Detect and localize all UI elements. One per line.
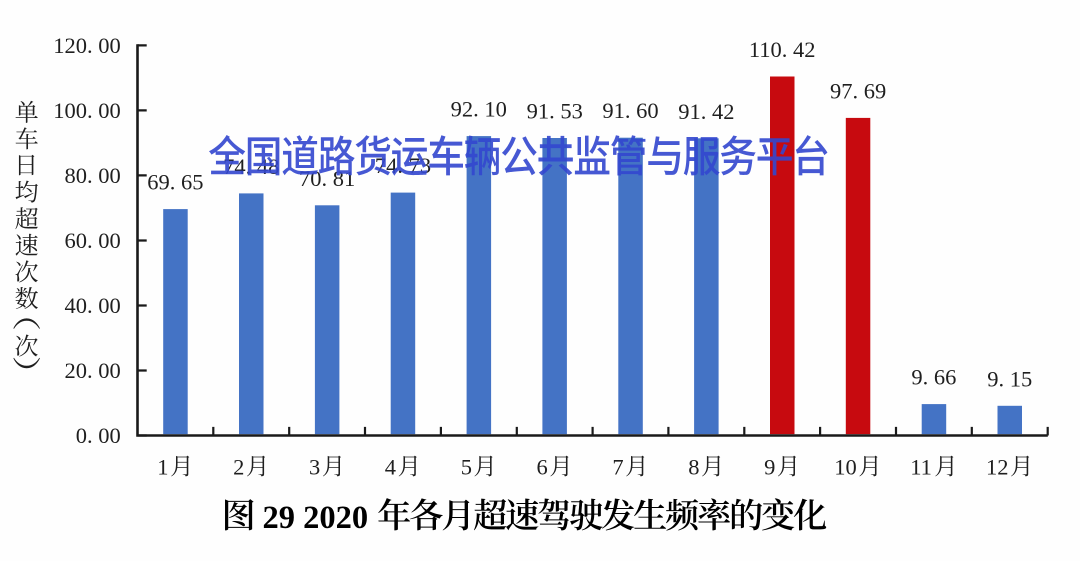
svg-text:7: 7 bbox=[612, 455, 623, 480]
svg-text:91. 53: 91. 53 bbox=[527, 99, 583, 124]
svg-text:9. 15: 9. 15 bbox=[987, 366, 1032, 391]
svg-text:5: 5 bbox=[461, 455, 472, 480]
svg-text:11: 11 bbox=[910, 455, 932, 480]
svg-text:80. 00: 80. 00 bbox=[64, 163, 120, 188]
svg-text:97. 69: 97. 69 bbox=[830, 78, 886, 103]
svg-text:9. 66: 9. 66 bbox=[911, 365, 956, 390]
svg-text:12: 12 bbox=[986, 455, 1009, 480]
svg-text:40. 00: 40. 00 bbox=[64, 293, 120, 318]
svg-text:6: 6 bbox=[537, 455, 548, 480]
svg-text:20. 00: 20. 00 bbox=[64, 358, 120, 383]
svg-text:91. 60: 91. 60 bbox=[602, 98, 658, 123]
svg-text:100. 00: 100. 00 bbox=[53, 98, 121, 123]
svg-text:8: 8 bbox=[688, 455, 699, 480]
svg-text:110. 42: 110. 42 bbox=[749, 37, 816, 62]
svg-text:3: 3 bbox=[309, 455, 320, 480]
svg-text:120. 00: 120. 00 bbox=[53, 33, 121, 58]
svg-text:0. 00: 0. 00 bbox=[76, 423, 121, 448]
svg-text:10: 10 bbox=[834, 455, 857, 480]
svg-text:1: 1 bbox=[157, 455, 168, 480]
svg-text:4: 4 bbox=[385, 455, 396, 480]
svg-text:60. 00: 60. 00 bbox=[64, 228, 120, 253]
svg-text:2: 2 bbox=[233, 455, 244, 480]
svg-text:69. 65: 69. 65 bbox=[147, 170, 203, 195]
svg-text:91. 42: 91. 42 bbox=[678, 99, 734, 124]
svg-text:9: 9 bbox=[764, 455, 775, 480]
svg-text:92. 10: 92. 10 bbox=[451, 97, 507, 122]
svg-text:29 2020: 29 2020 bbox=[263, 500, 369, 536]
